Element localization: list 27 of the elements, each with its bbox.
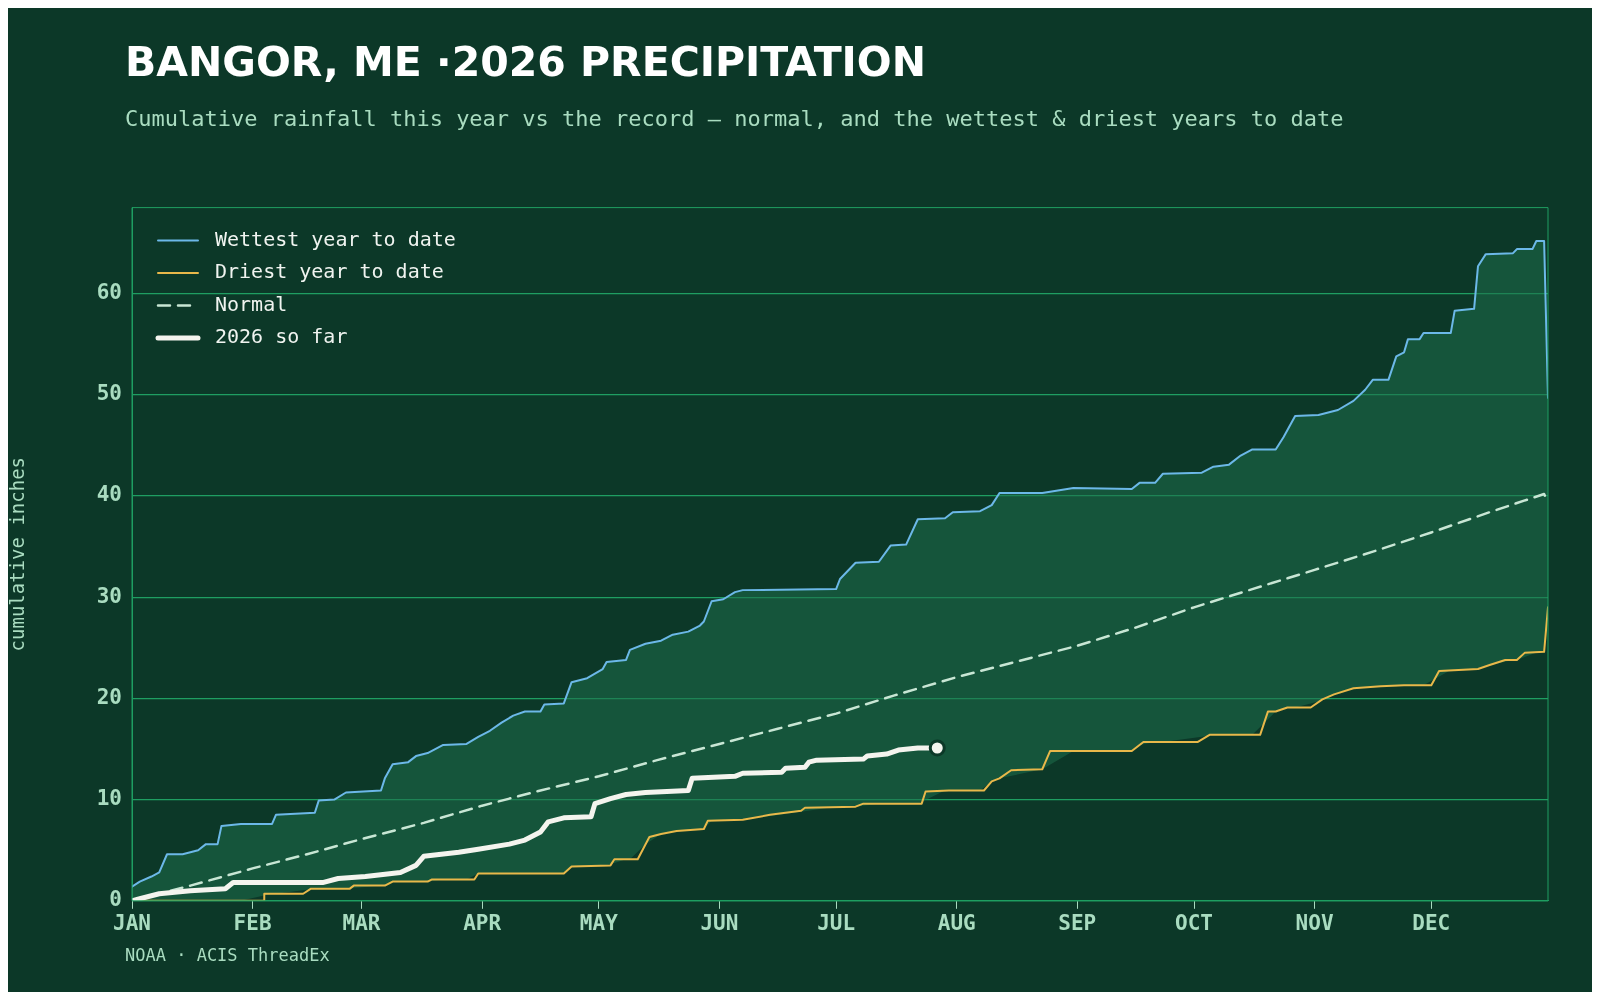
x-tick-label: DEC (1412, 910, 1451, 935)
y-tick-label: 60 (96, 280, 122, 305)
x-tick-label: JUL (817, 910, 856, 935)
legend-label: Driest year to date (215, 259, 444, 284)
y-tick-label: 10 (96, 786, 122, 811)
y-tick-label: 40 (96, 482, 122, 507)
legend-label: 2026 so far (215, 324, 348, 349)
x-tick-label: JUN (700, 910, 739, 935)
legend-label: Wettest year to date (215, 226, 456, 251)
x-tick-label: AUG (937, 910, 976, 935)
x-tick-label: MAY (579, 910, 619, 935)
x-tick-label: OCT (1175, 910, 1213, 935)
x-tick-label: FEB (233, 910, 272, 935)
y-tick-label: 50 (96, 381, 122, 406)
chart-subtitle: Cumulative rainfall this year vs the record — normal, and the wettest & driest years to date (125, 106, 1344, 131)
y-tick-label: 30 (96, 583, 122, 608)
chart-title: BANGOR, ME ·2026 PRECIPITATION (125, 38, 927, 86)
x-tick-label: APR (463, 910, 502, 935)
x-tick-label: NOV (1295, 910, 1334, 935)
y-tick-label: 20 (96, 684, 122, 709)
y-tick-label: 0 (109, 887, 122, 912)
legend-label: Normal (215, 291, 288, 316)
x-tick-label: SEP (1058, 910, 1097, 935)
y-axis-title: cumulative inches (6, 456, 29, 652)
x-tick-label: JAN (113, 910, 151, 935)
text: NOAA · ACIS ThreadEx (125, 945, 330, 965)
x-tick-label: MAR (342, 910, 381, 935)
